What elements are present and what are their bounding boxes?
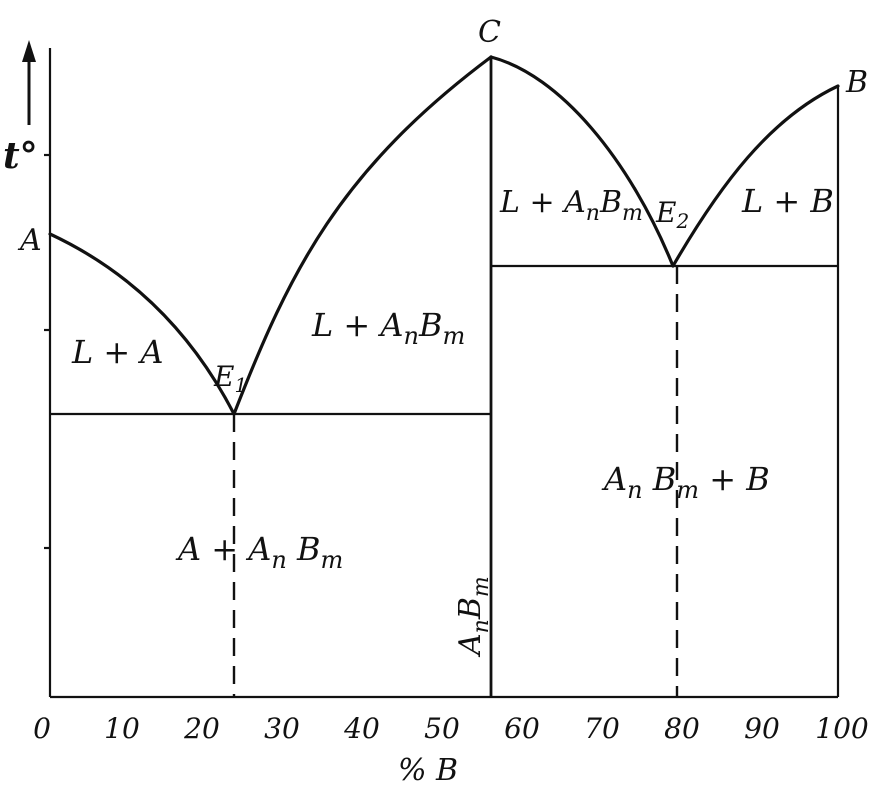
liquidus-C-E2 [489, 55, 675, 268]
x-tick-label: 10 [104, 712, 140, 745]
x-tick-label: 30 [264, 712, 300, 745]
region-label-L-AnBm-left: L + AnBm [311, 306, 465, 350]
x-tick-label: 50 [424, 712, 460, 745]
x-tick-label: 40 [343, 712, 380, 745]
x-tick-label: 100 [815, 712, 868, 745]
point-C-label: C [478, 15, 501, 50]
point-A-label: A [17, 223, 42, 258]
x-tick-label: 0 [33, 712, 51, 745]
region-label-A-AnBm: A + An Bm [175, 530, 343, 574]
x-tick-label: 70 [584, 712, 620, 745]
liquidus-E2-B [671, 84, 840, 268]
y-axis-label: t° [3, 135, 38, 177]
x-tick-label: 90 [744, 712, 780, 745]
region-label-L-B: L + B [741, 182, 834, 220]
point-E2-label: E2 [655, 196, 689, 233]
x-axis-label: % B [398, 753, 458, 785]
liquidus-E1-C [232, 55, 493, 416]
x-tick-label: 20 [183, 712, 220, 745]
point-B-label: B [845, 65, 868, 100]
x-tick-label: 80 [664, 712, 700, 745]
liquidus-A-E1 [48, 232, 236, 416]
x-tick-label: 60 [504, 712, 540, 745]
point-E1-label: E1 [213, 360, 247, 397]
region-label-L-AnBm-right: L + AnBm [499, 185, 643, 226]
compound-label-AnBm: AnBm [453, 576, 494, 658]
region-label-L-A: L + A [71, 333, 164, 371]
y-axis-arrow-head [22, 40, 36, 62]
region-label-AnBm-B: An Bm + B [601, 460, 770, 504]
x-tick-labels: 0 10 20 30 40 50 60 70 80 90 100 [33, 712, 869, 745]
